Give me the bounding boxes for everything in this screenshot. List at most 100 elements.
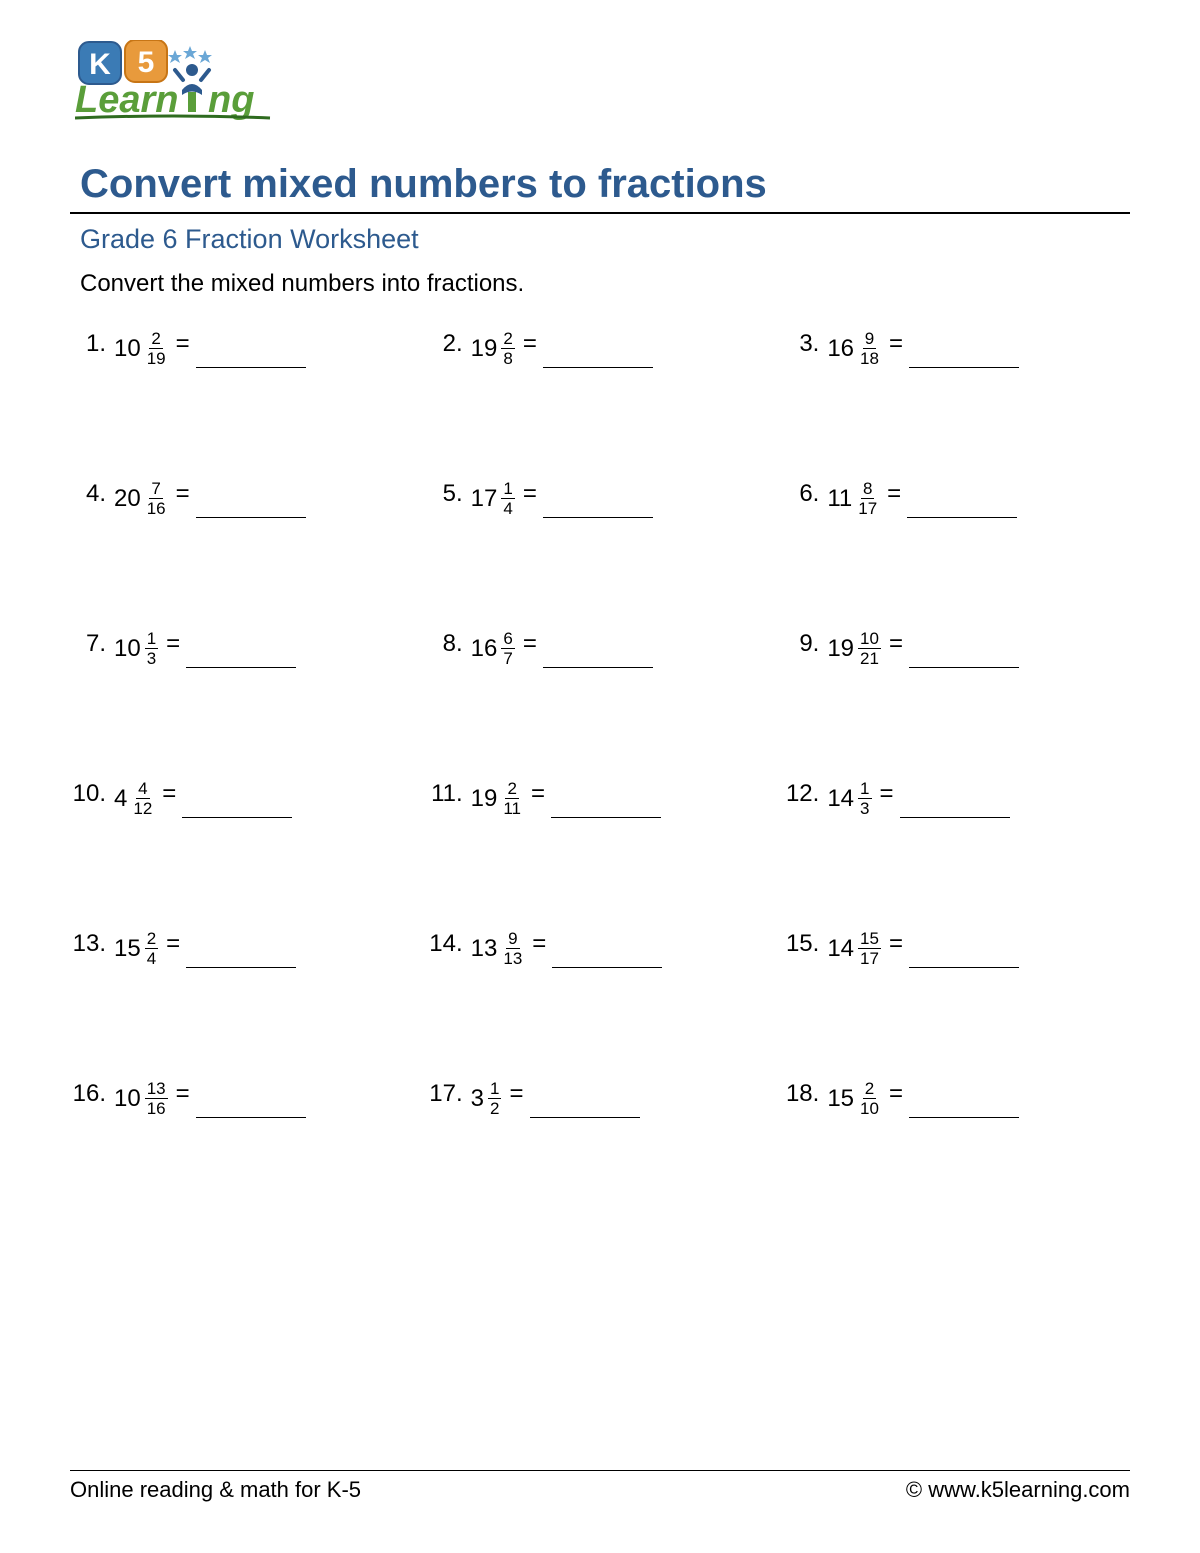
problem-number: 16. bbox=[70, 1078, 114, 1108]
numerator: 10 bbox=[858, 630, 881, 649]
answer-blank[interactable] bbox=[552, 938, 662, 968]
fraction-part: 412 bbox=[131, 780, 154, 817]
equals-sign: = bbox=[532, 928, 546, 958]
worksheet-page: K 5 Learn ng Convert mixed numbers to fr… bbox=[0, 0, 1200, 1553]
equals-sign: = bbox=[887, 478, 901, 508]
numerator: 2 bbox=[149, 330, 162, 349]
problem-number: 5. bbox=[427, 478, 471, 508]
equals-sign: = bbox=[880, 778, 894, 808]
problem-number: 6. bbox=[783, 478, 827, 508]
equals-sign: = bbox=[166, 928, 180, 958]
title-rule bbox=[70, 212, 1130, 214]
svg-text:ng: ng bbox=[208, 79, 254, 121]
whole-part: 4 bbox=[114, 785, 127, 813]
answer-blank[interactable] bbox=[186, 638, 296, 668]
fraction-part: 24 bbox=[145, 930, 158, 967]
numerator: 8 bbox=[861, 480, 874, 499]
fraction-part: 219 bbox=[145, 330, 168, 367]
denominator: 4 bbox=[145, 949, 158, 967]
whole-part: 15 bbox=[827, 1085, 854, 1113]
answer-blank[interactable] bbox=[530, 1088, 640, 1118]
footer-left-text: Online reading & math for K-5 bbox=[70, 1477, 361, 1503]
fraction-part: 14 bbox=[501, 480, 514, 517]
answer-blank[interactable] bbox=[909, 338, 1019, 368]
problem-number: 17. bbox=[427, 1078, 471, 1108]
whole-part: 10 bbox=[114, 335, 141, 363]
equals-sign: = bbox=[531, 778, 545, 808]
equals-sign: = bbox=[889, 328, 903, 358]
denominator: 13 bbox=[501, 949, 524, 967]
numerator: 13 bbox=[145, 1080, 168, 1099]
numerator: 9 bbox=[506, 930, 519, 949]
whole-part: 11 bbox=[827, 485, 852, 513]
answer-blank[interactable] bbox=[196, 1088, 306, 1118]
problem-number: 14. bbox=[427, 928, 471, 958]
answer-blank[interactable] bbox=[543, 338, 653, 368]
problem-number: 12. bbox=[783, 778, 827, 808]
denominator: 17 bbox=[856, 499, 879, 517]
fraction-part: 1517 bbox=[858, 930, 881, 967]
problem-6: 6.11 817 = bbox=[783, 478, 1130, 518]
answer-blank[interactable] bbox=[900, 788, 1010, 818]
fraction-part: 13 bbox=[145, 630, 158, 667]
fraction-part: 210 bbox=[858, 1080, 881, 1117]
equals-sign: = bbox=[176, 1078, 190, 1108]
problem-5: 5.1714= bbox=[427, 478, 774, 518]
problem-number: 3. bbox=[783, 328, 827, 358]
denominator: 10 bbox=[858, 1099, 881, 1117]
problem-number: 1. bbox=[70, 328, 114, 358]
answer-blank[interactable] bbox=[543, 638, 653, 668]
problem-11: 11.19211= bbox=[427, 778, 774, 818]
answer-blank[interactable] bbox=[182, 788, 292, 818]
numerator: 4 bbox=[136, 780, 149, 799]
fraction-part: 12 bbox=[488, 1080, 501, 1117]
denominator: 11 bbox=[501, 799, 523, 817]
answer-blank[interactable] bbox=[543, 488, 653, 518]
numerator: 1 bbox=[501, 480, 514, 499]
numerator: 9 bbox=[863, 330, 876, 349]
equals-sign: = bbox=[176, 328, 190, 358]
fraction-part: 13 bbox=[858, 780, 871, 817]
problem-10: 10.4412= bbox=[70, 778, 417, 818]
problem-14: 14. 13913 = bbox=[427, 928, 774, 968]
equals-sign: = bbox=[889, 1078, 903, 1108]
problems-grid: 1.10219=2.1928=3.16918=4.20716=5.1714=6.… bbox=[70, 328, 1130, 1118]
answer-blank[interactable] bbox=[196, 488, 306, 518]
whole-part: 15 bbox=[114, 935, 141, 963]
mixed-number: 15210 bbox=[827, 1078, 881, 1117]
fraction-part: 1021 bbox=[858, 630, 881, 667]
denominator: 3 bbox=[858, 799, 871, 817]
answer-blank[interactable] bbox=[909, 938, 1019, 968]
answer-blank[interactable] bbox=[909, 638, 1019, 668]
problem-number: 4. bbox=[70, 478, 114, 508]
problem-7: 7.1013= bbox=[70, 628, 417, 668]
denominator: 4 bbox=[501, 499, 514, 517]
fraction-part: 1316 bbox=[145, 1080, 168, 1117]
page-footer: Online reading & math for K-5 © www.k5le… bbox=[70, 1470, 1130, 1503]
answer-blank[interactable] bbox=[907, 488, 1017, 518]
mixed-number: 312 bbox=[471, 1078, 502, 1117]
mixed-number: 10219 bbox=[114, 328, 168, 367]
whole-part: 3 bbox=[471, 1085, 484, 1113]
footer-right-text: © www.k5learning.com bbox=[906, 1477, 1130, 1503]
answer-blank[interactable] bbox=[196, 338, 306, 368]
problem-12: 12.1413= bbox=[783, 778, 1130, 818]
problem-9: 9.191021= bbox=[783, 628, 1130, 668]
answer-blank[interactable] bbox=[186, 938, 296, 968]
fraction-part: 913 bbox=[501, 930, 524, 967]
numerator: 1 bbox=[488, 1080, 501, 1099]
whole-part: 10 bbox=[114, 635, 141, 663]
mixed-number: 1013 bbox=[114, 628, 158, 667]
mixed-number: 101316 bbox=[114, 1078, 168, 1117]
equals-sign: = bbox=[509, 1078, 523, 1108]
denominator: 19 bbox=[145, 349, 168, 367]
denominator: 3 bbox=[145, 649, 158, 667]
mixed-number: 16918 bbox=[827, 328, 881, 367]
answer-blank[interactable] bbox=[909, 1088, 1019, 1118]
denominator: 17 bbox=[858, 949, 881, 967]
answer-blank[interactable] bbox=[551, 788, 661, 818]
fraction-part: 28 bbox=[501, 330, 514, 367]
whole-part: 19 bbox=[471, 335, 498, 363]
problem-17: 17.312= bbox=[427, 1078, 774, 1118]
denominator: 12 bbox=[131, 799, 154, 817]
